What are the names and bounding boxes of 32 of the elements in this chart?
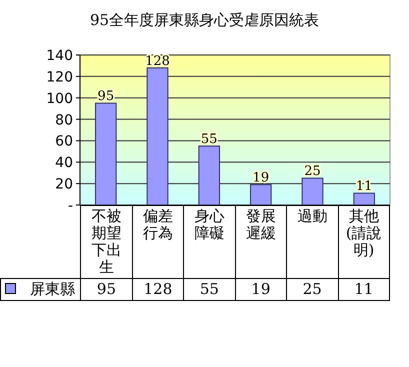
y-tick-label: 80 <box>55 112 73 128</box>
data-label: 55 <box>184 278 236 300</box>
x-tick-label: 發展遲緩 <box>235 206 287 278</box>
data-label: 128 <box>132 278 184 300</box>
y-tick-label: 40 <box>55 155 73 172</box>
bar <box>95 102 117 206</box>
annotation: 25 <box>304 164 321 180</box>
annotation: 19 <box>252 170 270 186</box>
y-tick-label: - <box>68 198 73 214</box>
x-tick-label: 不被期望下出生 <box>80 206 132 278</box>
bar <box>250 184 272 206</box>
data-label: 11 <box>338 278 390 300</box>
bar <box>198 146 220 206</box>
data-label: 95 <box>80 278 132 300</box>
bar <box>302 178 324 206</box>
y-tick-label: 60 <box>55 134 73 150</box>
text: 屏東縣 <box>0 278 81 300</box>
chart-title: 95全年度屏東縣身心受虐原因統表 <box>90 11 320 29</box>
y-tick-label: 120 <box>46 69 73 86</box>
annotation: 128 <box>145 54 170 69</box>
x-tick-label: 過動 <box>286 206 338 278</box>
y-tick-label: 100 <box>46 90 73 107</box>
data-label: 19 <box>235 278 287 300</box>
bar <box>146 67 168 206</box>
x-tick-label: 其他(請說明) <box>338 206 390 278</box>
bar <box>353 192 375 206</box>
x-tick-label: 偏差行為 <box>132 206 184 278</box>
x-tick-label: 身心障礙 <box>184 206 236 278</box>
y-tick-label: 20 <box>55 176 73 193</box>
data-label: 25 <box>286 278 338 300</box>
y-tick-label: 140 <box>46 48 73 64</box>
annotation: 11 <box>356 179 372 194</box>
